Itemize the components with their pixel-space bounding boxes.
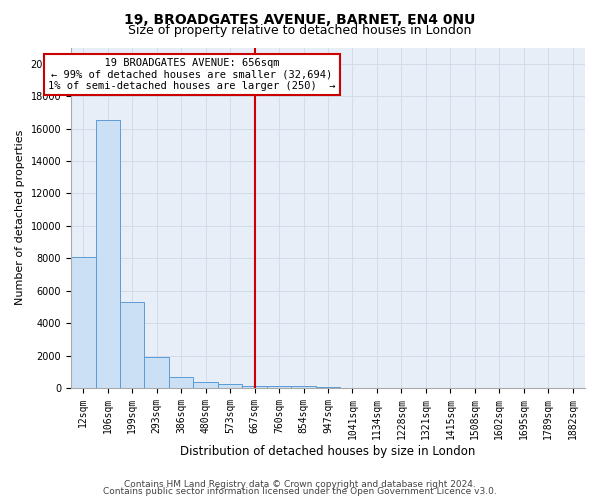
Bar xyxy=(145,358,169,388)
Text: 19 BROADGATES AVENUE: 656sqm  
← 99% of detached houses are smaller (32,694)
1% : 19 BROADGATES AVENUE: 656sqm ← 99% of de… xyxy=(48,58,335,91)
Text: 19, BROADGATES AVENUE, BARNET, EN4 0NU: 19, BROADGATES AVENUE, BARNET, EN4 0NU xyxy=(124,12,476,26)
Bar xyxy=(193,382,218,388)
Text: Contains public sector information licensed under the Open Government Licence v3: Contains public sector information licen… xyxy=(103,487,497,496)
Bar xyxy=(120,302,145,388)
Bar xyxy=(242,386,267,388)
Bar xyxy=(267,386,292,388)
Bar xyxy=(169,376,193,388)
Bar xyxy=(95,120,120,388)
Bar xyxy=(71,256,95,388)
X-axis label: Distribution of detached houses by size in London: Distribution of detached houses by size … xyxy=(181,444,476,458)
Text: Contains HM Land Registry data © Crown copyright and database right 2024.: Contains HM Land Registry data © Crown c… xyxy=(124,480,476,489)
Y-axis label: Number of detached properties: Number of detached properties xyxy=(15,130,25,306)
Bar xyxy=(292,386,316,388)
Text: Size of property relative to detached houses in London: Size of property relative to detached ho… xyxy=(128,24,472,37)
Bar xyxy=(218,384,242,388)
